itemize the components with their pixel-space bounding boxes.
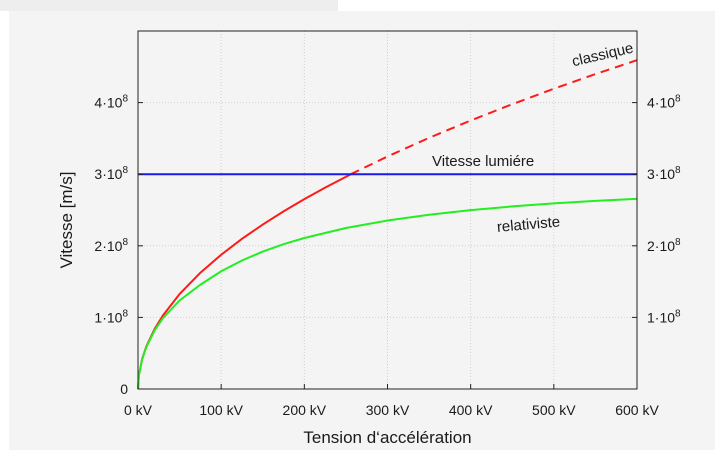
right-tick-mantissa: 1·10 bbox=[647, 309, 675, 325]
left-tick-mantissa: 0 bbox=[120, 381, 128, 397]
left-tick-exponent: 8 bbox=[122, 94, 128, 105]
top-strip bbox=[0, 0, 338, 11]
left-tick-mantissa: 3·10 bbox=[94, 166, 122, 182]
left-tick-mantissa: 4·10 bbox=[94, 95, 122, 111]
left-tick-mantissa: 2·10 bbox=[94, 238, 122, 254]
right-tick-label: 2·108 bbox=[647, 237, 681, 254]
right-tick-mantissa: 4·10 bbox=[647, 95, 675, 111]
left-tick-mantissa: 1·10 bbox=[94, 309, 122, 325]
left-tick-label: 3·108 bbox=[94, 165, 128, 182]
y-axis-label: Vitesse [m/s] bbox=[57, 172, 76, 269]
left-tick-exponent: 8 bbox=[122, 308, 128, 319]
right-tick-label: 3·108 bbox=[647, 165, 681, 182]
x-tick-label: 200 kV bbox=[283, 402, 327, 418]
x-axis-label: Tension d‘accélération bbox=[303, 428, 471, 447]
right-tick-exponent: 8 bbox=[675, 308, 681, 319]
plot-border bbox=[137, 30, 638, 390]
right-tick-mantissa: 2·10 bbox=[647, 238, 675, 254]
grid bbox=[138, 31, 637, 389]
labels-layer: classique relativiste Vitesse lumiére bbox=[432, 40, 635, 236]
series-label-classique: classique bbox=[570, 40, 635, 71]
left-tick-exponent: 8 bbox=[122, 165, 128, 176]
right-tick-label: 1·108 bbox=[647, 308, 681, 325]
series-classique-solid bbox=[137, 173, 352, 390]
right-tick-exponent: 8 bbox=[675, 165, 681, 176]
left-tick-label: 2·108 bbox=[94, 237, 128, 254]
chart-panel bbox=[9, 11, 715, 450]
x-tick-label: 300 kV bbox=[366, 402, 410, 418]
left-tick-exponent: 8 bbox=[122, 237, 128, 248]
x-tick-label: 100 kV bbox=[199, 402, 243, 418]
left-tick-label: 0 bbox=[120, 381, 128, 397]
x-tick-label: 600 kV bbox=[615, 402, 659, 418]
x-tick-label: 0 kV bbox=[124, 402, 153, 418]
left-tick-label: 1·108 bbox=[94, 308, 128, 325]
right-tick-label: 4·108 bbox=[647, 94, 681, 111]
right-tick-mantissa: 3·10 bbox=[647, 166, 675, 182]
x-tick-label: 500 kV bbox=[532, 402, 576, 418]
series-label-vitesse-lumi-re: Vitesse lumiére bbox=[432, 153, 534, 170]
series-relativiste-line bbox=[137, 197, 638, 390]
right-tick-exponent: 8 bbox=[675, 237, 681, 248]
right-tick-exponent: 8 bbox=[675, 94, 681, 105]
left-tick-label: 4·108 bbox=[94, 94, 128, 111]
x-tick-label: 400 kV bbox=[449, 402, 493, 418]
series-label-relativiste: relativiste bbox=[496, 214, 561, 236]
series-layer bbox=[137, 59, 638, 390]
series-classique-dashed bbox=[350, 59, 638, 176]
ticks-layer: 0 kV 100 kV 200 kV 300 kV 400 kV 500 kV 600 kV… bbox=[94, 94, 681, 418]
